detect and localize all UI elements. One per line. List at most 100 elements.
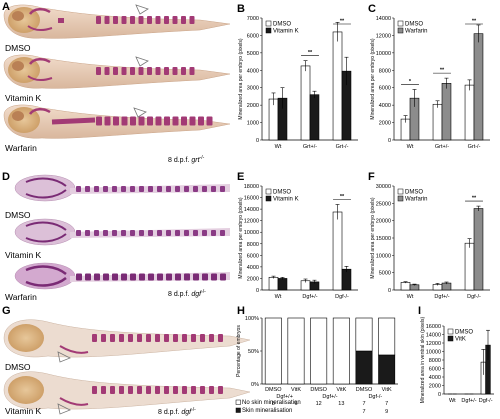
condition-label: Vitamin K <box>5 406 42 416</box>
panel-letter-f: F <box>368 171 375 183</box>
legend-swatch <box>235 407 241 413</box>
y-tick-label: 2000 <box>429 384 441 390</box>
y-tick-label: 10000 <box>376 253 391 259</box>
vertebra <box>76 230 81 236</box>
panel-letter-h: H <box>237 305 245 317</box>
y-tick-label: 8000 <box>247 242 259 248</box>
condition-label: Warfarin <box>5 143 37 153</box>
condition-label: DMSO <box>5 362 31 372</box>
vertebra <box>184 186 189 192</box>
vertebra <box>166 186 171 192</box>
vertebra <box>139 230 144 236</box>
y-tick-label: 14000 <box>244 207 259 213</box>
x-tick-label: VitK <box>336 387 346 393</box>
vertebra <box>175 273 181 281</box>
chart-f: 0 5000 10000 15000 20000 25000 30000 Mineralize… <box>370 184 490 300</box>
bar <box>300 65 311 141</box>
bar <box>473 208 484 291</box>
vertebra <box>157 186 162 192</box>
legend-swatch <box>447 328 454 335</box>
y-tick-label: 8000 <box>429 358 441 364</box>
y-tick-label: 16000 <box>244 196 259 202</box>
significance-label: * <box>409 79 412 85</box>
y-tick-label: 0 <box>438 392 441 398</box>
y-tick-label: 50% <box>248 349 259 355</box>
condition-label: Vitamin K <box>5 93 42 103</box>
legend-label: DMSO <box>273 22 291 28</box>
vertebra <box>164 16 169 24</box>
chart-e: 0 2000 4000 6000 8000 10000 12000 14000 16000 180… <box>238 184 358 300</box>
bar <box>268 98 279 141</box>
vertebra <box>128 334 133 342</box>
x-tick-label: VitK <box>382 387 392 393</box>
x-tick-label: Grt+/- <box>435 144 449 150</box>
y-axis-title: Mineralized area per embryo (pixels) <box>238 38 244 119</box>
bar <box>287 317 305 385</box>
bar <box>464 242 475 291</box>
bar <box>409 284 420 291</box>
vertebra <box>94 273 100 281</box>
panel-letter-d: D <box>2 171 10 183</box>
vertebra <box>92 386 97 394</box>
vertebra <box>137 386 142 394</box>
bar <box>268 276 279 291</box>
vertebra <box>191 334 196 342</box>
vertebra <box>202 186 207 192</box>
vertebra <box>182 386 187 394</box>
y-tick-label: 10000 <box>376 51 391 57</box>
vertebra <box>211 230 216 236</box>
x-tick-label: Dgf+/- <box>434 294 449 300</box>
vertebra <box>146 334 151 342</box>
vertebra <box>193 186 198 192</box>
vertebrae-row <box>96 116 213 126</box>
panel-letter-c: C <box>368 3 376 15</box>
vertebra <box>130 186 135 192</box>
significance-label: ** <box>308 50 313 56</box>
vertebra <box>138 67 144 75</box>
y-tick-label: 18000 <box>244 184 259 190</box>
vertebra <box>220 273 226 281</box>
condition-label: Warfarin <box>5 292 37 302</box>
legend-swatch <box>397 188 404 195</box>
legend-label: Vitamin K <box>273 197 299 203</box>
legend-label: Warfarin <box>405 29 427 35</box>
vertebra <box>138 16 144 24</box>
bar <box>332 317 350 385</box>
legend-swatch <box>235 399 241 405</box>
y-axis-title: Mineralized area per embryo (pixels) <box>370 197 376 278</box>
vertebra <box>200 386 205 394</box>
y-tick-label: 6000 <box>247 33 259 39</box>
legend-label: No skin mineralisation <box>242 400 301 406</box>
vertebra <box>209 334 214 342</box>
vertebra <box>137 334 142 342</box>
panel-letter-b: B <box>237 3 245 15</box>
vertebra <box>112 186 117 192</box>
vertebra <box>101 334 106 342</box>
panel-letter-a: A <box>2 1 10 13</box>
vertebra <box>147 16 152 24</box>
x-tick-label: Dgf-/- <box>467 294 481 300</box>
y-tick-label: 4000 <box>379 103 391 109</box>
count-label: 7 <box>362 409 365 415</box>
arrowhead-icon <box>135 4 149 15</box>
vertebra <box>193 273 199 281</box>
y-tick-label: 6000 <box>247 253 259 259</box>
vertebra <box>155 116 162 126</box>
y-tick-label: 100% <box>245 316 259 322</box>
significance-label: ** <box>472 196 477 202</box>
chart-i: 0 2000 4000 6000 8000 10000 12000 14000 16000Min… <box>420 316 494 404</box>
vertebra <box>164 116 170 126</box>
y-tick-label: 0 <box>388 138 391 144</box>
vertebra <box>96 16 101 24</box>
vertebra <box>189 16 195 24</box>
vertebra <box>189 67 195 75</box>
legend-label: DMSO <box>455 330 473 336</box>
legend-label: DMSO <box>405 22 423 28</box>
y-tick-label: 16000 <box>426 324 441 330</box>
vertebra <box>206 116 213 126</box>
x-tick-label: DMSO <box>310 387 327 393</box>
panel-d-images: D DMSO Vitamin K Warfarin 8 d.p.f. dgf-/… <box>2 171 230 302</box>
vertebra <box>193 230 198 236</box>
vertebra <box>173 386 178 394</box>
y-tick-label: 14000 <box>426 333 441 339</box>
